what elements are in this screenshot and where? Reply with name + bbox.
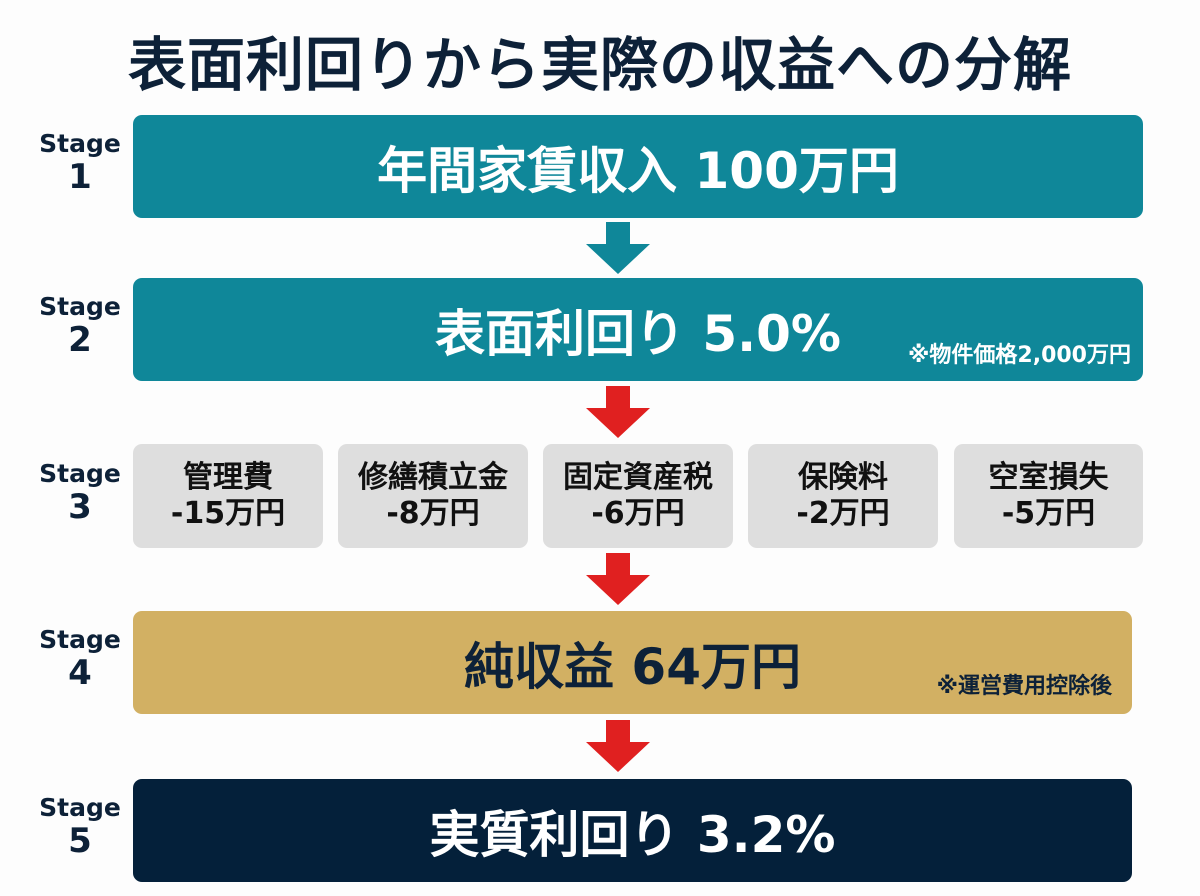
stage-number: 2 xyxy=(68,320,92,360)
cost-amount: -5万円 xyxy=(1001,496,1096,531)
stage-number: 5 xyxy=(68,821,92,861)
stage-number: 4 xyxy=(68,653,92,693)
stage-word: Stage xyxy=(39,459,121,488)
cost-repair-reserve: 修繕積立金 -8万円 xyxy=(338,444,528,548)
cost-amount: -8万円 xyxy=(386,496,480,531)
net-yield: 実質利回り 3.2% xyxy=(429,805,836,864)
arrow-down-icon xyxy=(586,720,650,772)
cost-amount: -6万円 xyxy=(591,496,685,531)
cost-insurance: 保険料 -2万円 xyxy=(748,444,938,548)
stage-5-box: 実質利回り 3.2% xyxy=(133,779,1132,882)
stage-1-box: 年間家賃収入 100万円 xyxy=(133,115,1143,218)
stage-number: 1 xyxy=(68,157,92,197)
cost-amount: -15万円 xyxy=(170,496,286,531)
stage-word: Stage xyxy=(39,625,121,654)
cost-label: 保険料 xyxy=(798,460,888,495)
stage-2-box: 表面利回り 5.0% ※物件価格2,000万円 xyxy=(133,278,1143,381)
after-expenses-note: ※運営費用控除後 xyxy=(936,674,1112,699)
stage-word: Stage xyxy=(39,793,121,822)
cost-management-fee: 管理費 -15万円 xyxy=(133,444,323,548)
stage-word: Stage xyxy=(39,129,121,158)
cost-vacancy-loss: 空室損失 -5万円 xyxy=(954,444,1143,548)
page-title: 表面利回りから実際の収益への分解 xyxy=(127,31,1072,99)
cost-label: 管理費 xyxy=(183,460,273,495)
cost-label: 固定資産税 xyxy=(563,460,713,495)
stage-number: 3 xyxy=(68,487,92,527)
stage-word: Stage xyxy=(39,292,121,321)
gross-yield: 表面利回り 5.0% xyxy=(434,304,842,363)
cost-amount: -2万円 xyxy=(796,496,890,531)
cost-label: 修繕積立金 xyxy=(358,460,508,495)
property-price-note: ※物件価格2,000万円 xyxy=(908,343,1131,368)
stage-4-label: Stage 4 xyxy=(30,627,130,690)
stage-4-box: 純収益 64万円 ※運営費用控除後 xyxy=(133,611,1132,714)
annual-rent-income: 年間家賃収入 100万円 xyxy=(377,141,899,200)
cost-label: 空室損失 xyxy=(988,460,1109,495)
stage-3-label: Stage 3 xyxy=(30,461,130,524)
cost-property-tax: 固定資産税 -6万円 xyxy=(543,444,733,548)
arrow-down-icon xyxy=(586,553,650,605)
stage-1-label: Stage 1 xyxy=(30,131,130,194)
stage-5-label: Stage 5 xyxy=(30,795,130,858)
net-operating-income: 純収益 64万円 xyxy=(464,637,801,696)
arrow-down-icon xyxy=(586,386,650,438)
arrow-down-icon xyxy=(586,222,650,274)
stage-2-label: Stage 2 xyxy=(30,294,130,357)
